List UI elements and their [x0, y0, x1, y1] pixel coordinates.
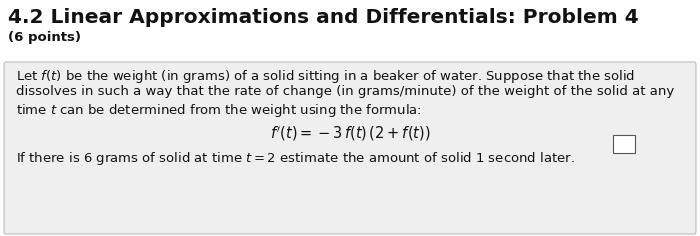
Text: time $t$ can be determined from the weight using the formula:: time $t$ can be determined from the weig… — [16, 102, 422, 119]
Text: 4.2 Linear Approximations and Differentials: Problem 4: 4.2 Linear Approximations and Differenti… — [8, 8, 638, 27]
FancyBboxPatch shape — [613, 135, 635, 153]
Text: $f'(t) = -3\,f(t)\,(2 + f(t))$: $f'(t) = -3\,f(t)\,(2 + f(t))$ — [270, 124, 430, 143]
Text: (6 points): (6 points) — [8, 31, 81, 44]
FancyBboxPatch shape — [4, 62, 696, 234]
Text: dissolves in such a way that the rate of change (in grams/minute) of the weight : dissolves in such a way that the rate of… — [16, 85, 674, 98]
Text: If there is 6 grams of solid at time $t = 2$ estimate the amount of solid 1 seco: If there is 6 grams of solid at time $t … — [16, 150, 575, 167]
Text: Let $f(t)$ be the weight (in grams) of a solid sitting in a beaker of water. Sup: Let $f(t)$ be the weight (in grams) of a… — [16, 68, 635, 85]
